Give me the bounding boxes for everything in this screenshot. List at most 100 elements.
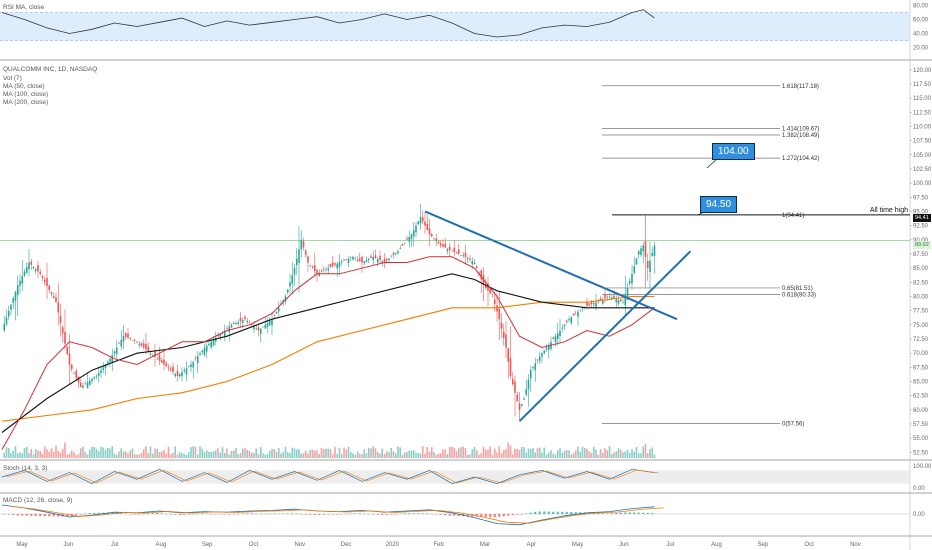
candle-body (293, 268, 296, 275)
volume-bar (491, 454, 494, 458)
volume-bar (129, 450, 132, 458)
macd-histogram-bar (421, 513, 424, 514)
macd-histogram-bar (403, 513, 406, 514)
volume-bar (433, 452, 435, 458)
volume-bar (131, 448, 134, 458)
macd-histogram-bar (426, 513, 429, 514)
volume-bar (397, 446, 399, 458)
candle-body (565, 320, 568, 322)
trendline-down (424, 210, 678, 321)
candle-body (176, 371, 179, 376)
volume-bar (113, 453, 116, 458)
volume-bar (165, 453, 168, 458)
macd-histogram-bar (282, 513, 285, 514)
candle-body (214, 338, 217, 342)
candle-body (113, 351, 116, 354)
volume-bar (147, 453, 150, 458)
volume-bar (354, 454, 357, 458)
candle-body (192, 361, 195, 368)
candle-body (118, 343, 120, 344)
candle-body (59, 315, 62, 323)
volume-bar (619, 449, 622, 458)
macd-histogram-bar (556, 511, 559, 514)
x-tick-10: Mar (480, 542, 490, 548)
volume-bar (586, 448, 588, 458)
volume-bar (475, 450, 478, 458)
candle-body (340, 261, 343, 263)
macd-histogram-bar (529, 512, 532, 514)
candle-body (133, 340, 136, 341)
volume-bar (257, 454, 260, 458)
volume-bar (606, 450, 609, 458)
volume-bar (156, 448, 159, 458)
volume-bar (597, 454, 600, 458)
candle-body (469, 258, 471, 260)
candle-body (325, 269, 327, 270)
stoch-band (0, 470, 910, 484)
candle-body (516, 394, 519, 402)
volume-bar (390, 447, 393, 458)
volume-bar (174, 446, 177, 458)
candle-body (273, 315, 276, 316)
candle-body (10, 304, 12, 310)
candle-body (55, 297, 57, 303)
candle-body (446, 248, 449, 252)
macd-histogram-bar (349, 513, 352, 515)
candle-body (232, 322, 235, 324)
candle-body (417, 221, 420, 225)
volume-bar (622, 452, 624, 458)
volume-bar (579, 451, 582, 458)
macd-histogram-bar (313, 514, 316, 515)
candle-body (399, 248, 402, 250)
volume-bar (266, 453, 269, 458)
macd-histogram-bar (97, 512, 100, 514)
volume-bar (43, 446, 46, 458)
candle-body (493, 299, 496, 305)
candle-body (52, 296, 55, 299)
macd-histogram-bar (619, 512, 622, 514)
volume-bar (226, 448, 228, 458)
candle-body (367, 259, 370, 261)
candle-body (147, 346, 150, 352)
volume-bar (325, 448, 327, 458)
candle-body (480, 270, 483, 280)
candle-body (613, 295, 615, 299)
candle-body (392, 252, 395, 255)
volume-bar (158, 451, 161, 458)
candle-body (505, 334, 507, 348)
macd-histogram-bar (498, 514, 501, 517)
macd-histogram-bar (124, 513, 127, 515)
volume-bar (370, 448, 372, 458)
macd-histogram-bar (142, 513, 145, 515)
candle-body (284, 296, 287, 302)
volume-bar (124, 451, 127, 458)
macd-histogram-bar (205, 513, 208, 514)
volume-bar (547, 452, 550, 458)
candle-body (649, 260, 651, 273)
macd-histogram-bar (259, 513, 262, 515)
candle-body (57, 302, 60, 313)
volume-bar (613, 452, 615, 458)
volume-bar (41, 453, 44, 458)
volume-bar (649, 449, 651, 458)
volume-bar (282, 451, 285, 458)
candle-body (518, 403, 521, 410)
candle-body (307, 256, 309, 263)
volume-bar (446, 453, 449, 458)
x-tick-2: Jul (111, 542, 119, 548)
candle-body (28, 262, 30, 270)
volume-bar (293, 448, 296, 458)
macd-histogram-bar (610, 513, 613, 514)
candle-body (289, 282, 291, 287)
volume-bar (106, 447, 109, 458)
price-tick-24: 60.00 (913, 408, 929, 414)
volume-bar (367, 448, 370, 458)
macd-histogram-bar (156, 513, 159, 514)
macd-histogram-bar (318, 514, 321, 515)
candle-body (453, 247, 456, 253)
volume-bar (435, 454, 438, 458)
volume-bar (48, 451, 51, 458)
candle-body (628, 280, 631, 284)
candle-body (345, 259, 348, 260)
